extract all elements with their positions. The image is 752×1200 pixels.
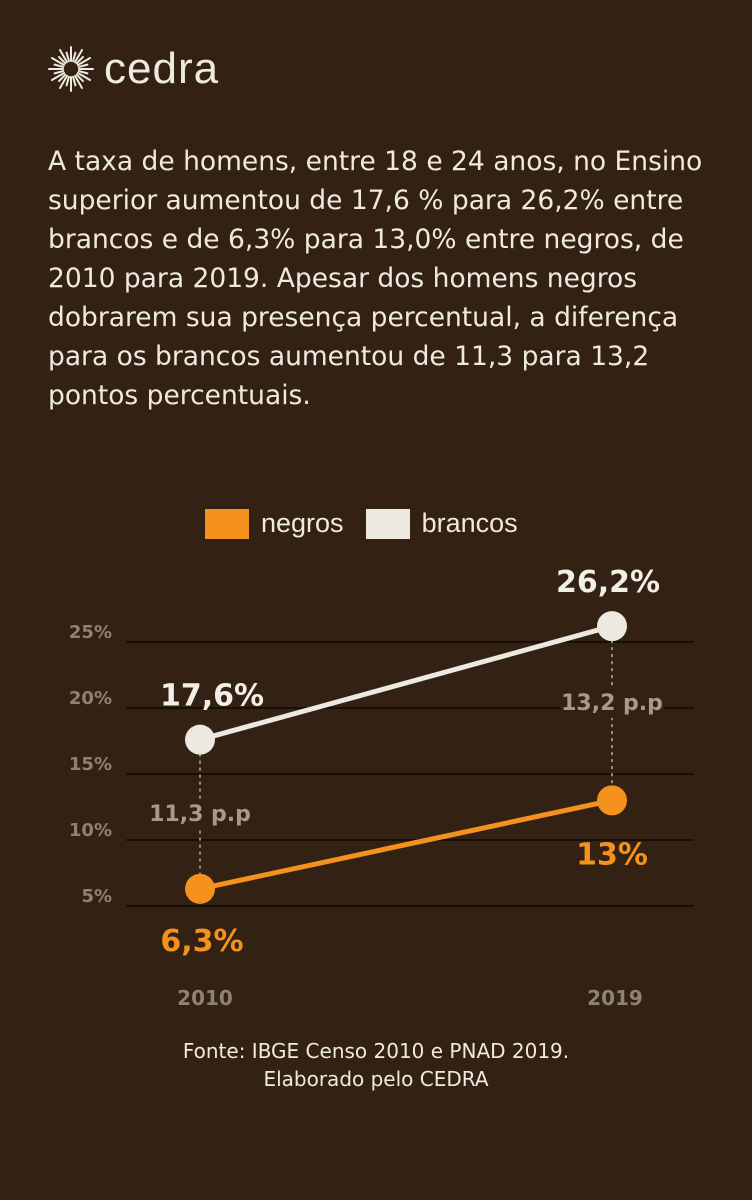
data-label-negros: 13% xyxy=(576,837,648,872)
legend-label-brancos: brancos xyxy=(421,508,518,538)
source-line-2: Elaborado pelo CEDRA xyxy=(263,1067,489,1091)
data-point-negros xyxy=(597,785,627,816)
y-tick-label: 25% xyxy=(69,622,112,643)
data-label-negros: 6,3% xyxy=(160,924,243,959)
x-tick-label: 2010 xyxy=(177,986,233,1010)
gap-label-bg xyxy=(148,798,252,829)
line-chart: 5% 10% 15% 20% 25% 11,3 p.p 13,2 p.p 17,6% 26,2%… xyxy=(69,565,694,1010)
legend-label-negros: negros xyxy=(261,508,344,538)
y-tick-label: 15% xyxy=(69,754,112,775)
x-tick-label: 2019 xyxy=(587,986,643,1010)
data-point-brancos xyxy=(597,611,627,642)
data-label-brancos: 17,6% xyxy=(160,679,264,714)
legend-swatch-negros xyxy=(205,508,249,539)
sun-icon xyxy=(48,46,94,92)
legend-item-negros: negros xyxy=(205,508,344,539)
data-point-brancos xyxy=(185,724,215,755)
source-note: Fonte: IBGE Censo 2010 e PNAD 2019. Elab… xyxy=(0,1037,752,1093)
y-tick-label: 10% xyxy=(69,820,112,841)
source-line-1: Fonte: IBGE Censo 2010 e PNAD 2019. xyxy=(182,1039,570,1063)
description-text: A taxa de homens, entre 18 e 24 anos, no… xyxy=(48,146,703,411)
chart-legend: negros brancos xyxy=(205,508,540,539)
series-line-negros xyxy=(199,797,613,892)
gap-label: 11,3 p.p xyxy=(149,802,251,827)
gap-label-bg xyxy=(560,688,664,718)
legend-item-brancos: brancos xyxy=(365,508,518,539)
brand-logo: cedra xyxy=(46,44,219,94)
series-line-brancos xyxy=(199,623,613,743)
y-tick-label: 20% xyxy=(69,688,112,709)
data-point-negros xyxy=(185,873,215,904)
gap-label: 13,2 p.p xyxy=(561,691,663,716)
data-label-brancos: 26,2% xyxy=(556,565,660,600)
legend-swatch-brancos xyxy=(365,508,410,539)
y-tick-label: 5% xyxy=(81,886,112,907)
brand-name: cedra xyxy=(104,44,220,93)
